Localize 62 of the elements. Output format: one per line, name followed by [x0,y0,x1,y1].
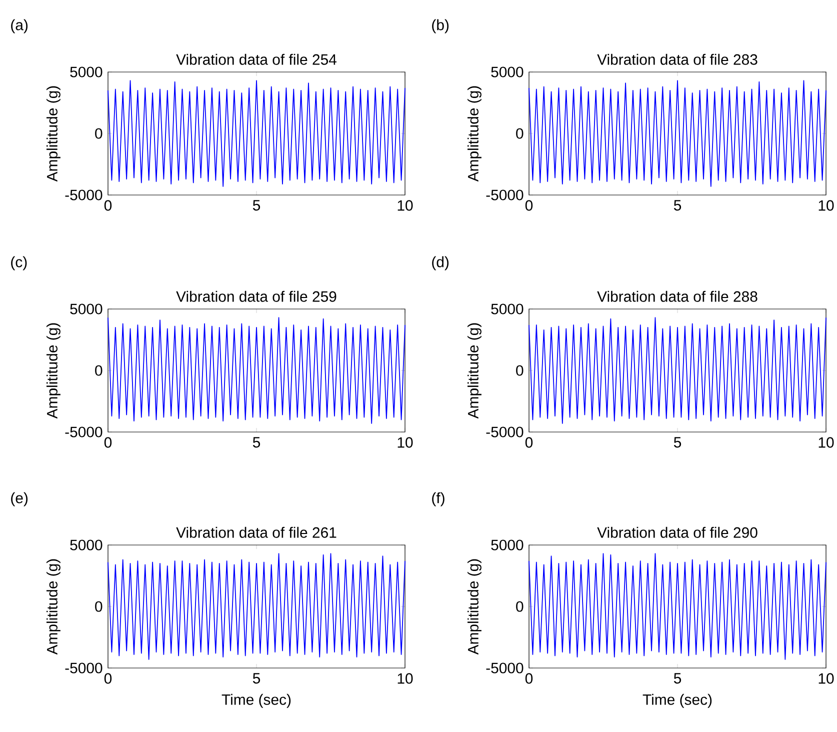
text: (c) [11,256,27,270]
text: (e) [11,492,28,506]
x-tick-label: 5 [674,673,682,684]
chart-title: Vibration data of file 288 [597,290,758,302]
y-axis-title: Amplititude (g) [468,86,482,182]
text: (f) [432,492,444,506]
chart-title: Vibration data of file 261 [176,526,336,538]
text: (d) [432,256,449,270]
x-tick-label: 5 [252,200,260,211]
chart-title: Vibration data of file 254 [176,54,336,65]
line-series [528,317,826,424]
x-tick-label: 10 [818,200,834,211]
y-tick-label: 0 [516,601,524,612]
y-tick-label: -5000 [65,662,102,674]
y-tick-label: -5000 [486,662,524,674]
x-tick-label: 0 [104,437,112,448]
x-tick-label: 5 [252,437,260,448]
y-tick-label: 5000 [70,304,102,314]
x-axis-title: Time (sec) [222,694,291,708]
y-tick-label: 5000 [491,66,524,78]
line-series [108,80,406,187]
chart-title: Vibration data of file 283 [597,54,758,65]
x-tick-label: 0 [104,673,112,684]
y-axis-title: Amplititude (g) [46,323,60,419]
y-tick-label: -5000 [486,190,524,200]
x-tick-label: 0 [525,673,533,684]
y-tick-label: 5000 [491,304,524,314]
y-tick-label: -5000 [486,426,524,438]
line-series [108,553,406,660]
y-tick-label: 5000 [70,66,102,78]
x-tick-label: 5 [674,437,682,448]
text: (b) [432,19,449,34]
y-tick-label: 0 [95,365,102,376]
y-axis-title: Amplititude (g) [46,86,60,182]
y-tick-label: -5000 [65,190,102,200]
line-series [108,317,406,424]
y-tick-label: 0 [95,128,102,139]
y-tick-label: -5000 [65,426,102,438]
y-tick-label: 5000 [491,540,524,550]
x-tick-label: 10 [398,200,413,211]
line-series [528,553,826,660]
y-axis-title: Amplititude (g) [468,559,482,655]
y-axis-title: Amplititude (g) [468,323,482,419]
x-tick-label: 0 [525,200,533,211]
y-tick-label: 0 [516,128,524,139]
y-axis-title: Amplititude (g) [46,559,60,655]
y-tick-label: 5000 [70,540,102,550]
chart-title: Vibration data of file 259 [176,290,336,302]
x-axis-title: Time (sec) [642,694,712,708]
x-tick-label: 5 [674,200,682,211]
x-tick-label: 10 [398,437,413,448]
x-tick-label: 10 [818,673,834,684]
x-tick-label: 0 [525,437,533,448]
x-tick-label: 10 [818,437,834,448]
y-tick-label: 0 [95,601,102,612]
text: (a) [11,19,28,34]
chart-title: Vibration data of file 290 [597,526,758,538]
x-tick-label: 0 [104,200,112,211]
y-tick-label: 0 [516,365,524,376]
x-tick-label: 10 [398,673,413,684]
x-tick-label: 5 [252,673,260,684]
line-series [528,80,826,187]
